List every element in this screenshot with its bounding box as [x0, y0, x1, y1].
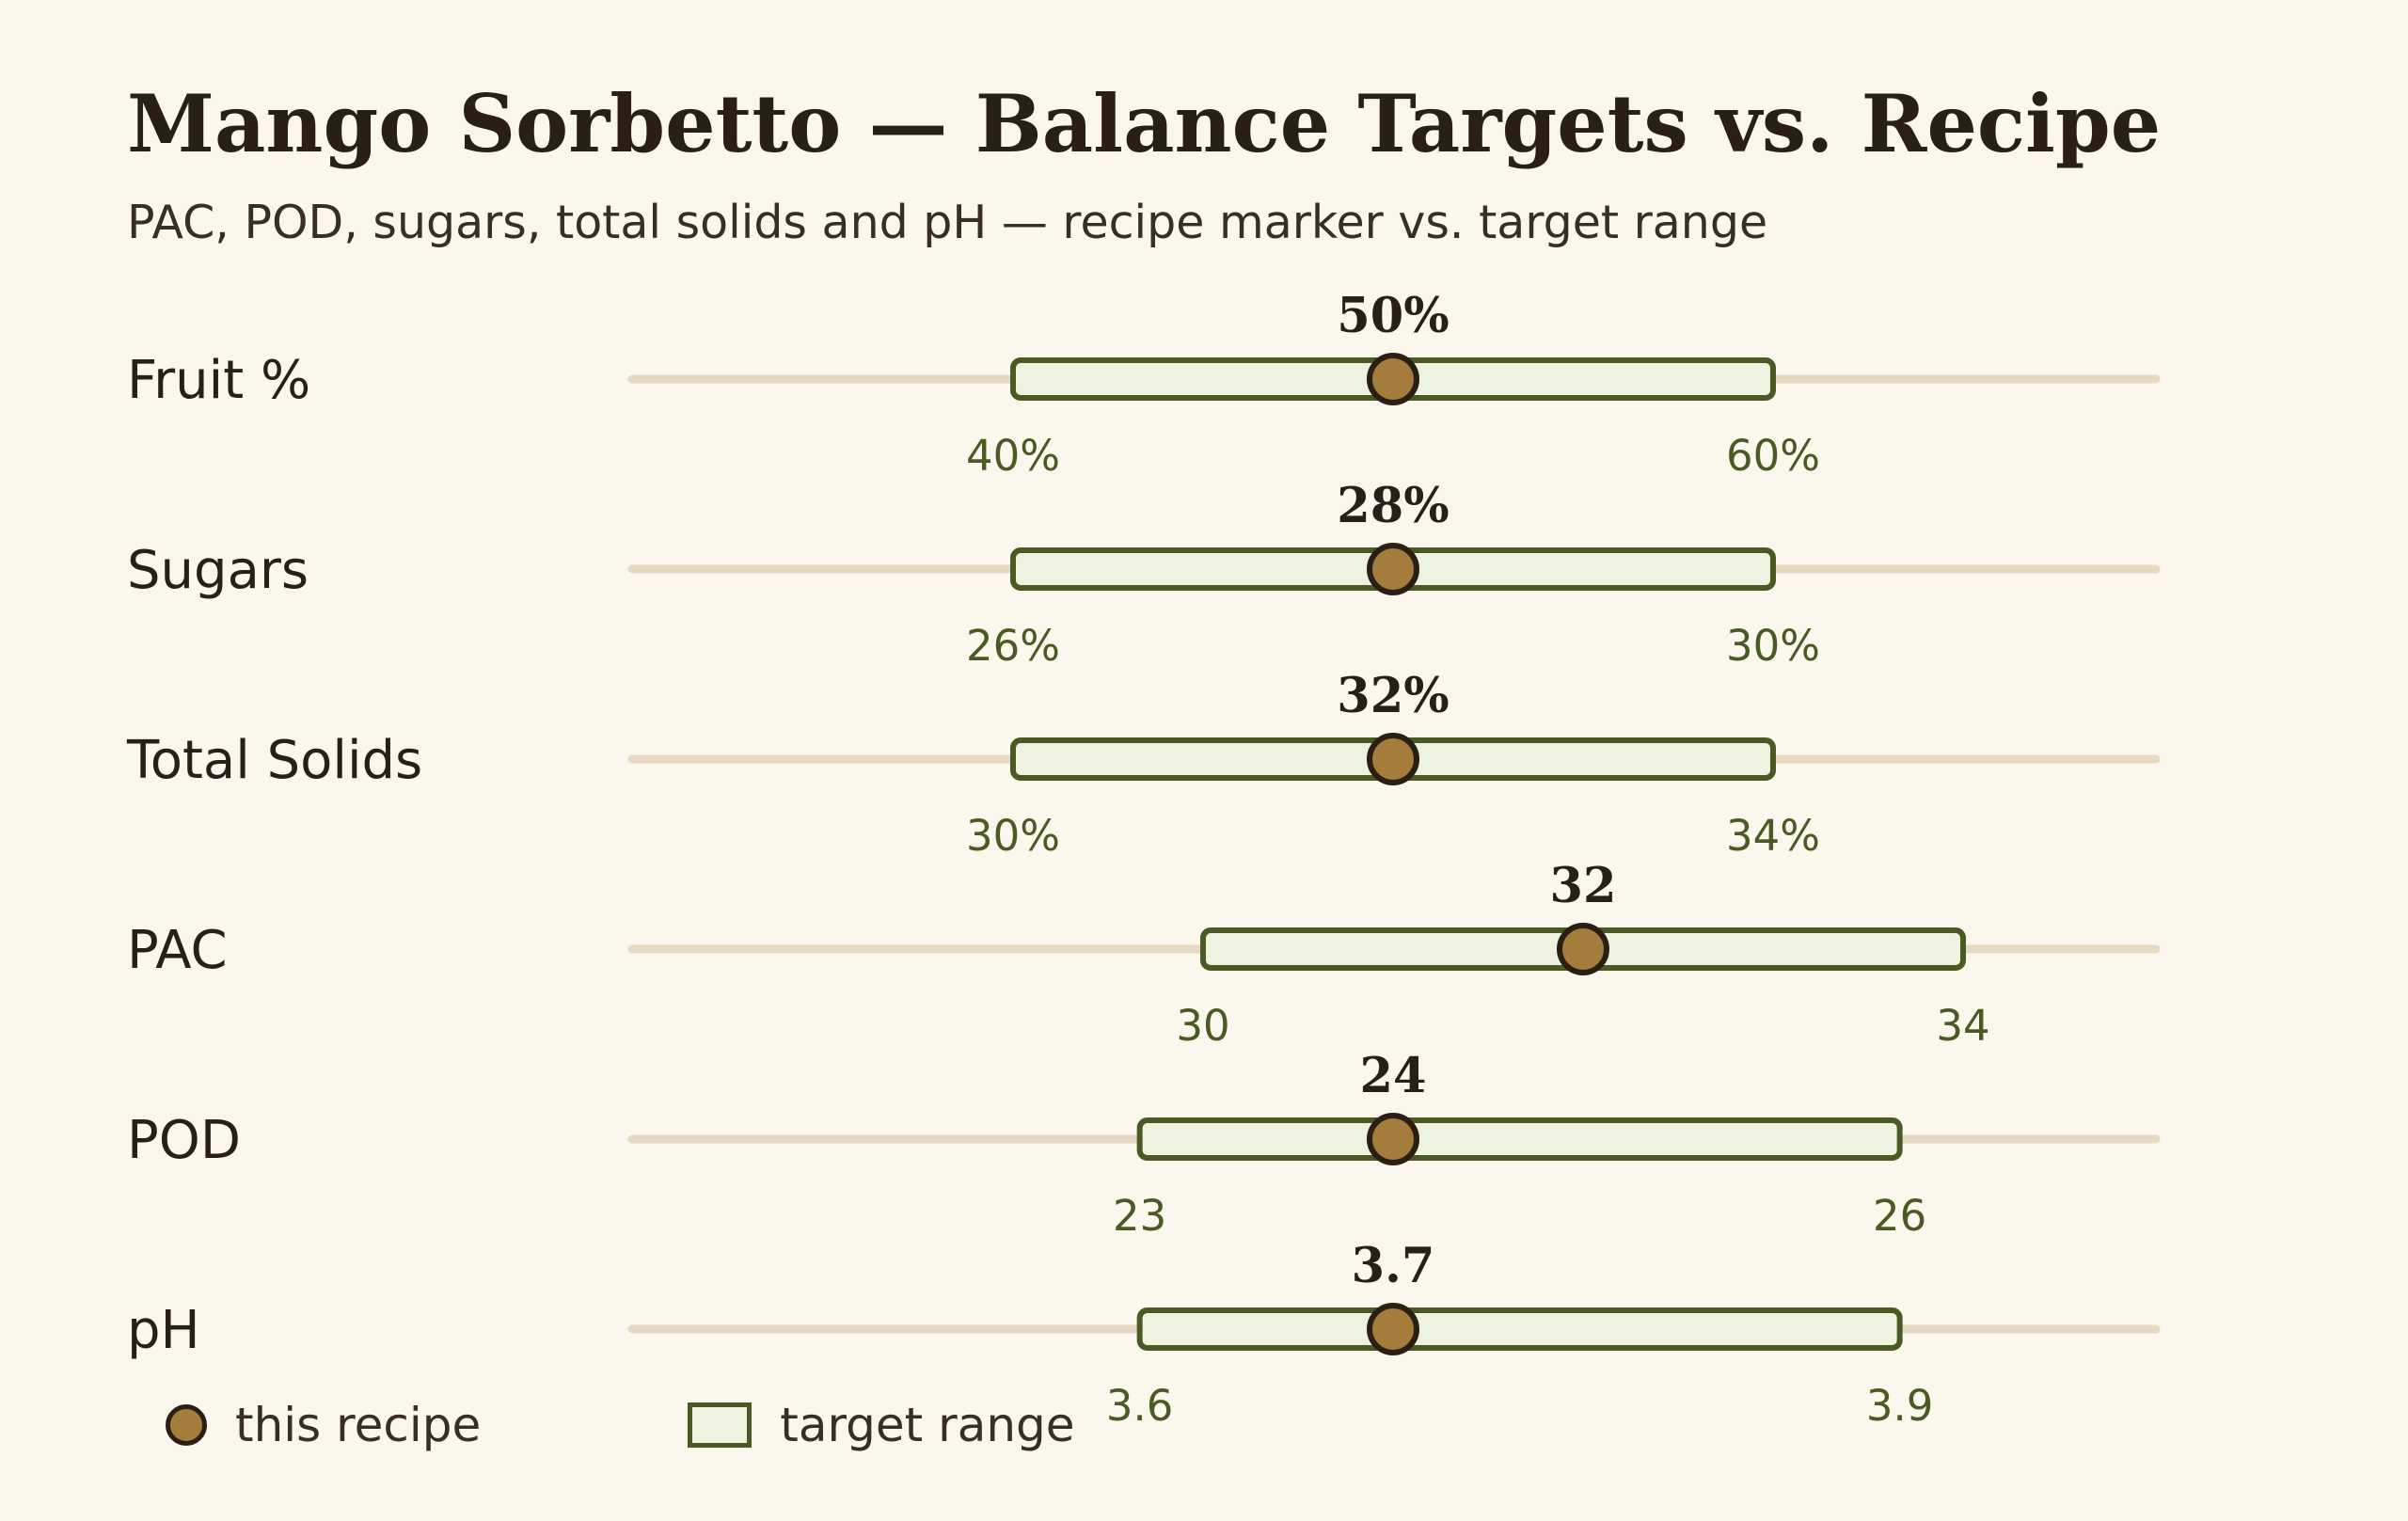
recipe-marker: [1557, 923, 1609, 975]
recipe-marker: [1367, 1303, 1419, 1355]
range-low-label: 23: [1113, 1191, 1166, 1241]
legend-item-range: target range: [688, 1398, 1075, 1452]
range-high-label: 60%: [1726, 431, 1820, 481]
range-high-label: 30%: [1726, 621, 1820, 671]
recipe-value-label: 32: [1550, 858, 1617, 914]
recipe-marker: [1367, 1113, 1419, 1165]
range-low-label: 26%: [966, 621, 1060, 671]
target-range-bar: [1136, 1307, 1903, 1351]
range-high-label: 34%: [1726, 811, 1820, 861]
legend: this recipe target range: [166, 1397, 1075, 1453]
row-label: Sugars: [127, 540, 309, 601]
recipe-marker: [1367, 543, 1419, 595]
chart-subtitle: PAC, POD, sugars, total solids and pH — …: [127, 196, 1768, 249]
range-low-label: 30%: [966, 811, 1060, 861]
range-high-label: 26: [1873, 1191, 1926, 1241]
recipe-value-label: 24: [1360, 1048, 1427, 1104]
chart-title: Mango Sorbetto — Balance Targets vs. Rec…: [127, 77, 2162, 170]
recipe-value-label: 3.7: [1352, 1238, 1435, 1294]
row-label: PAC: [127, 920, 228, 981]
recipe-marker: [1367, 353, 1419, 405]
legend-range-swatch-icon: [688, 1402, 752, 1448]
legend-recipe-label: this recipe: [235, 1398, 482, 1452]
recipe-marker: [1367, 733, 1419, 785]
range-low-label: 40%: [966, 431, 1060, 481]
legend-range-label: target range: [780, 1398, 1075, 1452]
row-label: Total Solids: [126, 730, 422, 791]
row-label: POD: [127, 1110, 241, 1171]
range-high-label: 34: [1936, 1001, 1989, 1051]
recipe-value-label: 32%: [1337, 668, 1449, 724]
range-low-label: 30: [1176, 1001, 1229, 1051]
row-label: Fruit %: [127, 350, 310, 411]
row-label: pH: [127, 1300, 200, 1361]
range-high-label: 3.9: [1866, 1381, 1934, 1431]
recipe-value-label: 50%: [1337, 288, 1449, 344]
target-range-bar: [1136, 1117, 1903, 1161]
range-low-label: 3.6: [1106, 1381, 1174, 1431]
legend-item-recipe: this recipe: [166, 1398, 481, 1452]
recipe-value-label: 28%: [1337, 478, 1449, 534]
legend-recipe-marker-icon: [166, 1404, 207, 1446]
